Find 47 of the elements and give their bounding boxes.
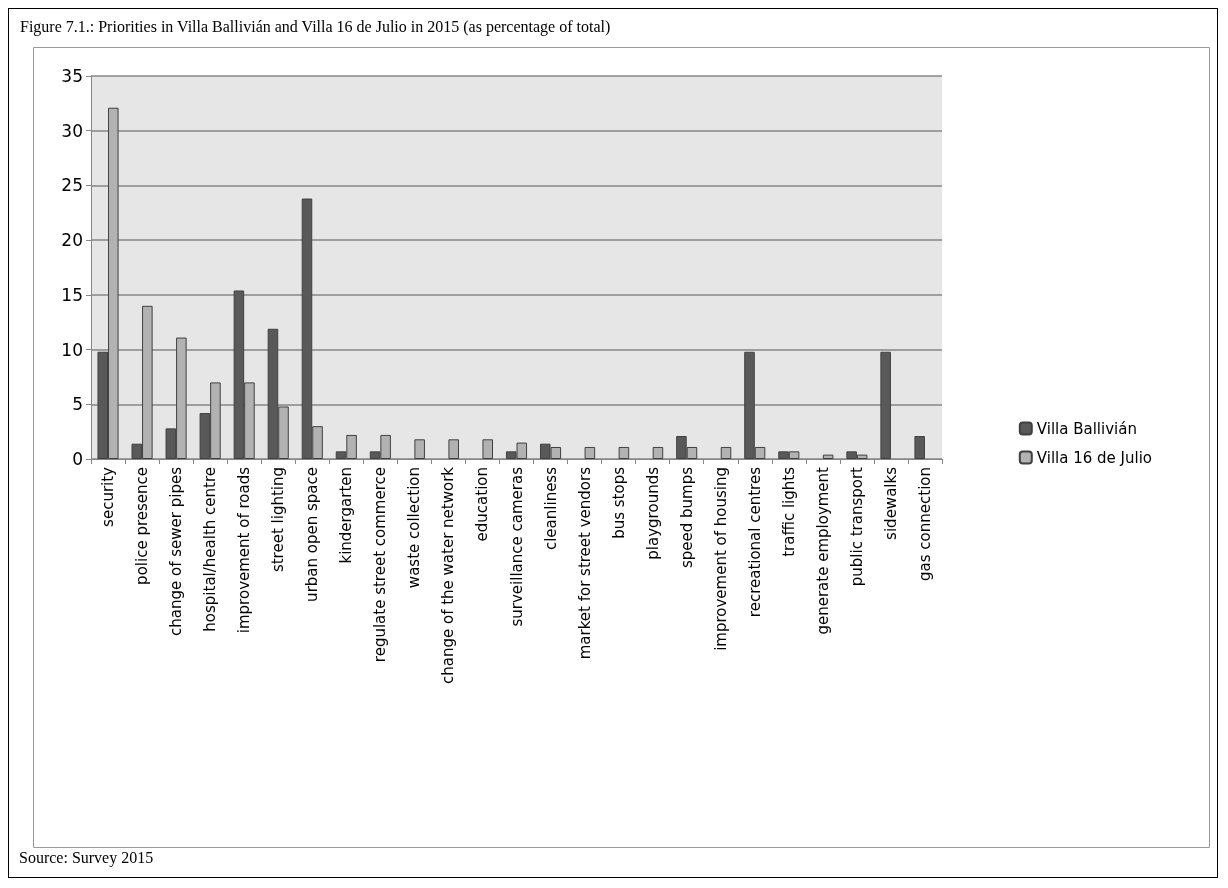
x-tick-label: kindergarten [337,467,356,564]
x-tick-label: market for street vendors [575,466,594,660]
legend-label: Villa 16 de Julio [1036,448,1153,467]
bar [822,454,834,459]
x-tick-label: generate employment [813,466,832,635]
x-tick-label: urban open space [303,467,322,602]
x-tick-label: recreational centres [745,466,764,618]
bar [618,446,630,459]
y-tick-label: 35 [61,66,83,86]
x-tick-label: surveillance cameras [507,466,526,627]
bar [720,446,732,459]
y-tick-label: 20 [61,230,83,251]
x-tick-label: waste collection [405,467,424,589]
x-tick-label: gas connection [915,467,934,581]
x-tick-label: playgrounds [643,466,662,560]
x-tick-label: change of sewer pipes [167,466,186,636]
y-tick-label: 25 [61,175,83,196]
x-tick-label: education [473,467,492,542]
x-tick-label: police presence [133,467,152,585]
x-tick-label: improvement of roads [235,466,254,634]
bar [652,446,664,459]
y-tick-label: 10 [61,339,83,360]
x-tick-label: improvement of housing [711,467,730,651]
bar [880,351,891,459]
x-tick-label: security [99,466,118,527]
x-tick-label: street lighting [269,467,288,573]
legend-label: Villa Ballivián [1036,419,1137,438]
bar [448,439,459,459]
y-tick-label: 15 [61,284,83,305]
y-tick-label: 30 [61,120,83,141]
bar [482,439,494,459]
x-tick-label: change of the water network [439,466,458,685]
x-tick-label: traffic lights [779,466,798,557]
y-tick-label: 0 [72,449,83,469]
x-tick-label: sidewalks [881,466,900,540]
x-tick-label: public transport [847,466,866,587]
x-tick-label: speed bumps [677,466,696,569]
x-tick-label: cleanliness [541,466,560,551]
x-tick-label: bus stops [609,466,628,539]
y-tick-label: 5 [72,394,83,415]
chart-title: Figure 7.1.: Priorities in Villa Ballivián and Villa 16 de Julio in 2015 (as percentage of total) [20,17,611,36]
source-note: Source: Survey 2015 [19,848,154,867]
bar [584,446,596,459]
x-tick-label: hospital/health centre [201,467,220,632]
bar [914,436,925,459]
x-tick-label: regulate street commerce [371,467,390,663]
bar [414,439,425,459]
